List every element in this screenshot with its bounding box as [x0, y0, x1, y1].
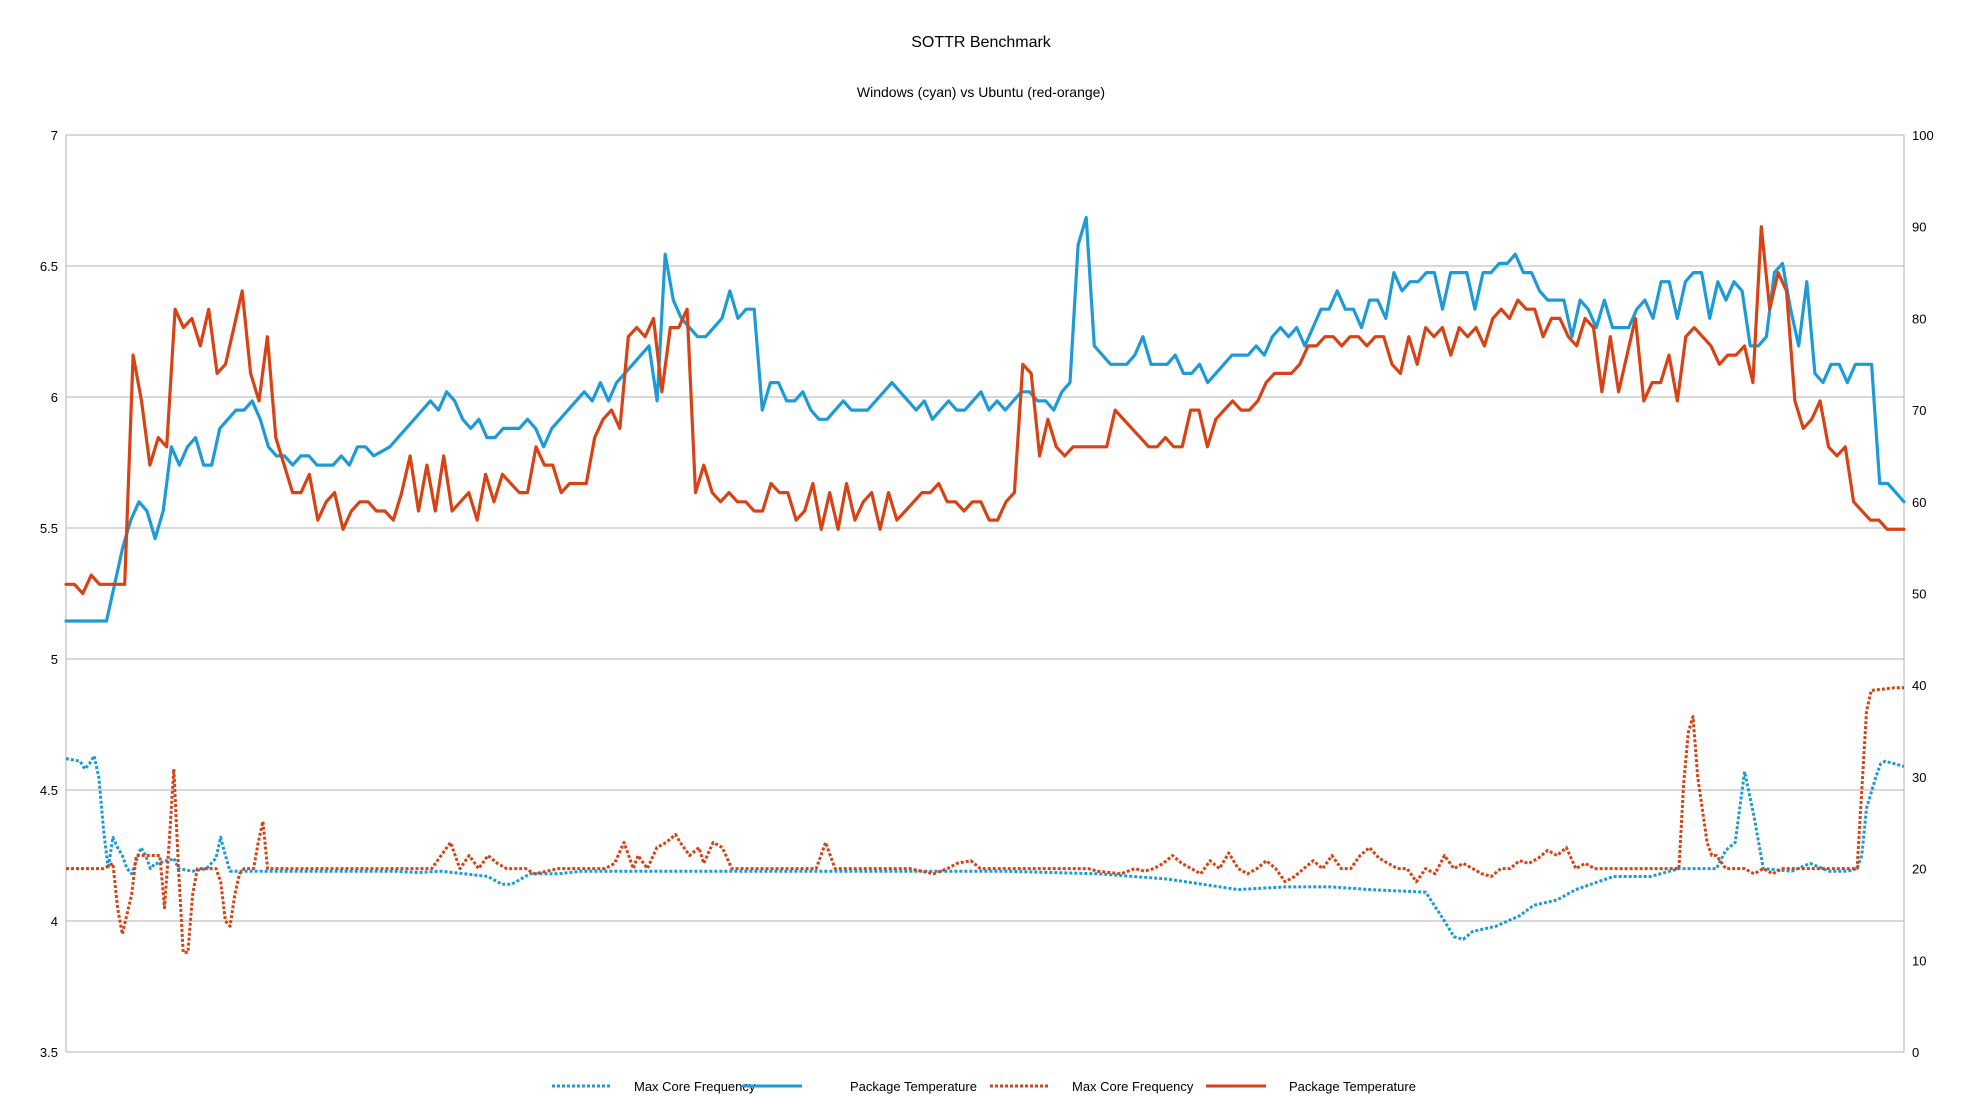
left-tick-label: 4	[51, 914, 58, 929]
right-tick-label: 90	[1912, 220, 1926, 235]
right-tick-label: 100	[1912, 128, 1934, 143]
right-tick-label: 30	[1912, 770, 1926, 785]
left-tick-label: 5	[51, 652, 58, 667]
legend: Max Core Frequency Package Temperature Max…	[552, 1079, 1416, 1094]
series-line-ubuntu-frequency	[66, 686, 1904, 954]
right-tick-label: 50	[1912, 587, 1926, 602]
left-tick-label: 6	[51, 390, 58, 405]
right-axis-ticks: 0 10 20 30 40 50 60 70 80 90 100	[1912, 128, 1934, 1060]
right-tick-label: 0	[1912, 1045, 1919, 1060]
legend-entry-label: Package Temperature	[850, 1079, 977, 1094]
right-tick-label: 80	[1912, 311, 1926, 326]
chart-subtitle: Windows (cyan) vs Ubuntu (red-orange)	[857, 84, 1105, 100]
chart-title: SOTTR Benchmark	[911, 34, 1052, 51]
grid-lines	[65, 134, 1905, 1053]
series-line-windows-frequency	[65, 754, 1905, 941]
right-tick-label: 10	[1912, 953, 1926, 968]
legend-entry-label: Max Core Frequency	[1072, 1079, 1194, 1094]
left-tick-label: 4.5	[40, 783, 58, 798]
right-tick-label: 40	[1912, 678, 1926, 693]
series-line-windows-temperature	[64, 215, 1906, 623]
legend-entry-label: Package Temperature	[1289, 1079, 1416, 1094]
left-tick-label: 6.5	[40, 259, 58, 274]
right-tick-label: 70	[1912, 403, 1926, 418]
series-line-ubuntu-temperature	[64, 225, 1906, 596]
left-axis-ticks: 3.5 4 4.5 5 5.5 6 6.5 7	[40, 128, 58, 1060]
left-tick-label: 5.5	[40, 521, 58, 536]
left-tick-label: 7	[51, 128, 58, 143]
series-layer	[64, 215, 1906, 954]
left-tick-label: 3.5	[40, 1045, 58, 1060]
right-tick-label: 60	[1912, 495, 1926, 510]
right-tick-label: 20	[1912, 862, 1926, 877]
legend-entry-label: Max Core Frequency	[634, 1079, 756, 1094]
